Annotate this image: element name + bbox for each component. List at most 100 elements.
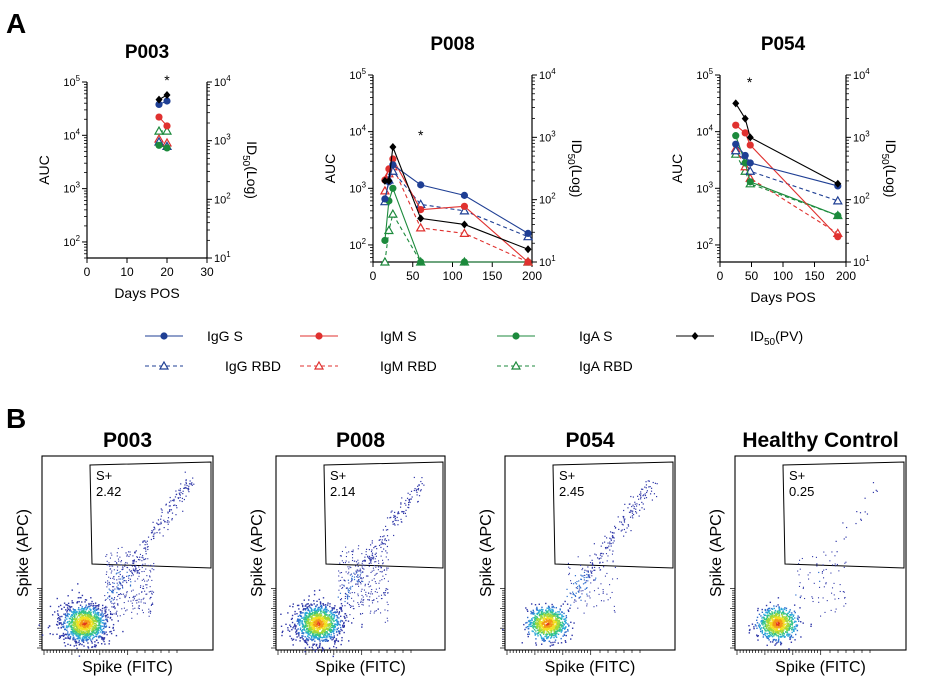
flow-event — [330, 612, 332, 614]
flow-event — [317, 647, 319, 650]
flow-event — [536, 609, 538, 611]
flow-event — [607, 599, 609, 601]
flow-event — [71, 589, 73, 591]
flow-event — [66, 621, 68, 624]
flow-event — [337, 596, 339, 598]
flow-event — [163, 526, 165, 529]
flow-event — [316, 643, 318, 646]
series-id50-pv- — [381, 142, 532, 254]
flow-event — [87, 614, 90, 617]
flow-event — [555, 623, 558, 626]
flow-event — [74, 630, 76, 633]
flow-event — [580, 578, 583, 581]
flow-event — [551, 611, 553, 614]
flow-event — [377, 569, 379, 571]
flow-event — [74, 632, 77, 634]
flow-event — [147, 558, 149, 560]
flow-event — [351, 557, 354, 559]
flow-event — [637, 495, 639, 497]
flow-event — [543, 617, 545, 620]
flow-event — [558, 620, 560, 622]
flow-event — [97, 604, 99, 607]
flow-event — [314, 622, 317, 625]
flow-event — [351, 550, 353, 552]
flow-event — [333, 628, 335, 630]
flow-event — [587, 576, 589, 579]
x-axis-label: Days POS — [114, 285, 179, 301]
flow-event — [574, 582, 576, 584]
flow-event — [628, 511, 631, 513]
gate-value: 2.42 — [96, 484, 121, 499]
flow-event — [558, 611, 560, 613]
flow-event — [645, 497, 648, 499]
flow-event — [310, 618, 313, 620]
flow-event — [107, 563, 109, 566]
flow-event — [554, 634, 557, 636]
flow-event — [621, 529, 623, 531]
flow-event — [408, 504, 410, 506]
flow-event — [85, 621, 87, 623]
y-tick-label: 104 — [63, 127, 80, 142]
flow-event — [77, 608, 80, 611]
flow-event — [351, 579, 353, 581]
flow-event — [153, 562, 155, 565]
flow-event — [314, 625, 316, 628]
flow-event — [585, 587, 587, 590]
flow-event — [144, 590, 146, 592]
flow-event — [406, 497, 409, 499]
flow-event — [98, 603, 100, 606]
flow-event — [297, 620, 300, 622]
flow-event — [167, 523, 169, 525]
flow-event — [551, 610, 554, 612]
flow-event — [119, 570, 121, 573]
flow-event — [333, 627, 335, 629]
flow-event — [296, 620, 298, 622]
flow-event — [90, 624, 92, 626]
flow-event — [151, 532, 153, 534]
flow-event — [86, 612, 88, 615]
flow-event — [330, 618, 332, 620]
flow-event — [581, 575, 583, 577]
flow-event — [295, 633, 298, 635]
flow-event — [387, 559, 389, 561]
flow-event — [105, 631, 107, 633]
flow-event — [349, 587, 351, 589]
flow-event — [280, 613, 282, 615]
flow-event — [94, 635, 96, 638]
flow-event — [600, 600, 602, 602]
flow-event — [41, 634, 44, 636]
flow-event — [79, 637, 81, 639]
flow-event — [91, 600, 93, 603]
flow-event — [160, 515, 162, 517]
flow-event — [89, 629, 91, 632]
flow-event — [99, 625, 102, 627]
flow-event — [88, 616, 91, 618]
flow-event — [116, 599, 118, 601]
flow-event — [315, 625, 318, 628]
flow-event — [109, 595, 111, 597]
chart-title: P008 — [430, 34, 474, 55]
flow-event — [59, 635, 62, 637]
flow-event — [385, 550, 387, 552]
flow-event — [543, 630, 546, 632]
flow-event — [545, 618, 547, 621]
flow-event — [144, 547, 146, 549]
flow-event — [62, 634, 64, 637]
flow-event — [316, 637, 319, 639]
flow-event — [105, 581, 107, 583]
flow-event — [543, 624, 546, 626]
flow-event — [312, 631, 315, 634]
flow-event — [312, 644, 314, 647]
flow-event — [121, 576, 123, 578]
flow-event — [319, 620, 322, 623]
flow-event — [117, 558, 120, 560]
flow-event — [309, 606, 311, 609]
flow-event — [83, 628, 85, 630]
legend-marker — [160, 332, 168, 340]
flow-event — [307, 639, 309, 642]
flow-event — [544, 620, 547, 623]
flow-event — [287, 629, 289, 631]
flow-event — [113, 598, 115, 600]
flow-event — [106, 619, 108, 622]
flow-event — [555, 617, 557, 619]
